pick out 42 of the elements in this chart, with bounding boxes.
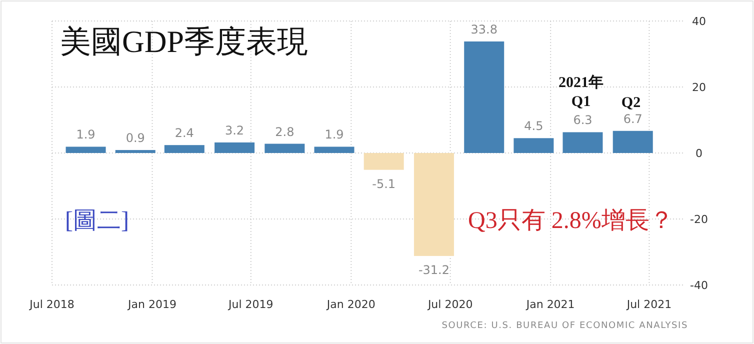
chart-title: 美國GDP季度表現 xyxy=(60,24,308,59)
data-label: 1.9 xyxy=(76,128,96,142)
annotation: Q2 xyxy=(621,95,641,111)
bar xyxy=(66,146,106,153)
bar xyxy=(414,153,454,256)
bar xyxy=(464,41,504,153)
annotation: [圖二] xyxy=(65,208,129,234)
bar xyxy=(562,132,603,153)
x-tick-label: Jul 2018 xyxy=(28,298,74,311)
data-label: 4.5 xyxy=(524,119,544,134)
y-tick-label: 40 xyxy=(692,15,706,28)
bar xyxy=(164,145,204,153)
bar xyxy=(612,130,653,153)
data-label: 3.2 xyxy=(224,123,244,138)
y-tick-label: 0 xyxy=(696,147,702,160)
bar xyxy=(115,150,156,153)
bar xyxy=(364,153,404,170)
x-tick-label: Jan 2021 xyxy=(525,298,575,311)
y-tick-label: -40 xyxy=(690,279,708,292)
bar xyxy=(314,146,354,153)
data-label: 2.8 xyxy=(275,124,294,139)
data-label: 6.3 xyxy=(573,113,592,128)
bar xyxy=(214,142,255,153)
annotation: 2021年 Q1 xyxy=(558,74,604,110)
data-label: 2.4 xyxy=(174,126,194,140)
source-note: SOURCE: U.S. BUREAU OF ECONOMIC ANALYSIS xyxy=(442,321,688,331)
annotation: Q3只有 2.8%增長？ xyxy=(468,208,674,234)
x-tick-label: Jul 2020 xyxy=(426,298,473,311)
data-label: -31.2 xyxy=(418,262,450,277)
y-tick-label: -20 xyxy=(690,213,708,226)
bar xyxy=(514,138,554,153)
y-tick-label: 20 xyxy=(692,81,706,94)
x-tick-label: Jul 2019 xyxy=(228,298,274,311)
data-label: 33.8 xyxy=(470,22,498,36)
bar xyxy=(264,144,305,153)
data-label: -5.1 xyxy=(372,176,396,191)
data-label: 0.9 xyxy=(126,131,145,146)
data-label: 1.9 xyxy=(324,128,344,142)
x-tick-label: Jul 2021 xyxy=(626,298,672,311)
data-label: 6.7 xyxy=(623,112,642,126)
x-tick-label: Jan 2020 xyxy=(326,298,376,311)
x-tick-label: Jan 2019 xyxy=(127,298,176,311)
